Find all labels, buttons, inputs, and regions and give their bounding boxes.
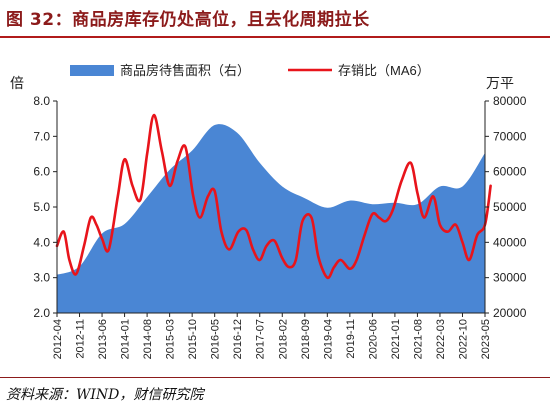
left-tick-label: 4.0 xyxy=(33,235,50,249)
title-divider xyxy=(0,36,550,38)
inventory-area-layer xyxy=(57,124,485,314)
x-tick-label: 2020-06 xyxy=(367,319,379,359)
x-tick-label: 2023-05 xyxy=(480,319,492,359)
left-tick-label: 3.0 xyxy=(33,271,50,285)
legend-area-swatch xyxy=(70,65,114,76)
left-tick-label: 2.0 xyxy=(33,306,50,320)
x-tick-label: 2019-04 xyxy=(322,319,334,359)
x-tick-label: 2012-11 xyxy=(75,319,87,359)
x-tick-label: 2014-08 xyxy=(142,319,154,359)
x-tick-label: 2021-08 xyxy=(412,319,424,359)
right-tick-label: 50000 xyxy=(493,200,527,214)
x-tick-label: 2018-02 xyxy=(277,319,289,359)
x-tick-label: 2012-04 xyxy=(52,319,64,359)
source-divider xyxy=(0,377,550,378)
chart-canvas: 商品房待售面积（右） 存销比（MA6） 2.0 3.0 4.0 5.0 6.0 7.0 8.0… xyxy=(10,63,527,359)
x-tick-label: 2016-12 xyxy=(232,319,244,359)
title-bar: 图 32：商品房库存仍处高位，且去化周期拉长 xyxy=(0,0,550,38)
x-tick-label: 2015-10 xyxy=(187,319,199,359)
x-tick-label: 2019-11 xyxy=(345,319,357,359)
right-tick-label: 70000 xyxy=(493,129,527,143)
ratio-line-series xyxy=(55,113,492,280)
x-tick-label: 2022-10 xyxy=(457,319,469,359)
left-tick-label: 7.0 xyxy=(33,129,50,143)
legend: 商品房待售面积（右） 存销比（MA6） xyxy=(70,63,430,78)
axes: 2.0 3.0 4.0 5.0 6.0 7.0 8.0 20000 30000 40000 5000… xyxy=(10,75,527,359)
left-axis-title: 倍 xyxy=(10,75,24,91)
right-axis-title: 万平 xyxy=(486,75,514,91)
x-tick-label: 2018-09 xyxy=(300,319,312,359)
x-tick-label: 2021-01 xyxy=(390,319,402,359)
left-tick-label: 5.0 xyxy=(33,200,50,214)
x-tick-label: 2013-06 xyxy=(97,319,109,359)
x-tick-label: 2017-07 xyxy=(255,319,267,359)
inventory-area-series xyxy=(57,124,485,314)
right-tick-label: 40000 xyxy=(493,235,527,249)
legend-line-label: 存销比（MA6） xyxy=(338,63,430,78)
right-tick-label: 30000 xyxy=(493,271,527,285)
right-tick-label: 20000 xyxy=(493,306,527,320)
chart-title: 图 32：商品房库存仍处高位，且去化周期拉长 xyxy=(6,10,370,30)
x-tick-label: 2016-05 xyxy=(210,319,222,359)
left-tick-label: 8.0 xyxy=(33,94,50,108)
right-tick-label: 60000 xyxy=(493,165,527,179)
x-tick-label: 2014-01 xyxy=(120,319,132,359)
x-tick-label: 2022-03 xyxy=(435,319,447,359)
left-tick-label: 6.0 xyxy=(33,165,50,179)
ratio-line-layer xyxy=(55,113,492,280)
x-tick-label: 2015-03 xyxy=(165,319,177,359)
source-note: 资料来源：WIND，财信研究院 xyxy=(6,387,204,403)
right-tick-label: 80000 xyxy=(493,94,527,108)
legend-area-label: 商品房待售面积（右） xyxy=(120,63,250,78)
